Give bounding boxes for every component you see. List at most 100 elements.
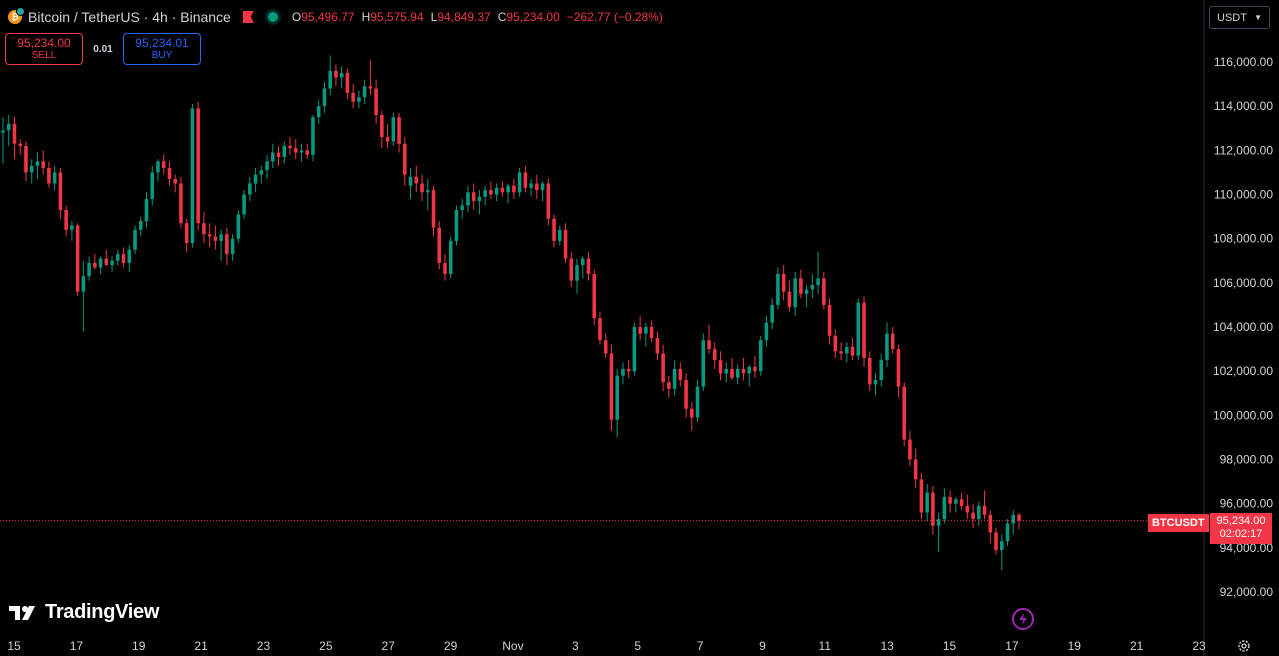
candle-body [87,262,91,277]
time-tick-label: 19 [132,639,146,653]
candle-body [52,172,57,184]
candle [184,218,189,252]
candle [374,79,378,124]
time-tick-label: 17 [70,639,84,653]
candle-body [535,183,539,191]
candle-body [701,340,706,387]
candle-body [58,172,63,210]
candle [586,251,591,281]
time-tick-label: 15 [943,639,957,653]
candle [919,472,924,520]
trade-panel: 95,234.00 SELL 0.01 95,234.01 BUY [5,33,201,65]
candles-layer [1,55,1021,570]
lightning-icon[interactable] [1012,608,1034,630]
candle-body [288,145,292,149]
candle [259,165,264,184]
candle [471,183,476,210]
candle-body [558,229,562,241]
candle [489,181,493,199]
candle [621,362,625,385]
sell-label: SELL [31,50,57,61]
candle-body [598,318,602,341]
candle [47,161,51,188]
candle [133,225,137,255]
candle-body [879,360,884,380]
candle [822,271,826,310]
candle-body [98,258,103,268]
candle [552,214,556,248]
price-axis[interactable]: 116,000.00 114,000.00 112,000.00 110,000.00… [1213,55,1273,599]
time-tick-label: 23 [1192,639,1206,653]
bar-countdown: 02:02:17 [1219,528,1263,540]
time-axis[interactable]: 15 17 19 21 23 25 27 29 Nov 3 5 7 9 11 13 15 17 19 21 23 [7,639,1206,653]
candle-body [925,492,929,513]
candle-body [856,302,861,356]
candle-body [253,174,258,184]
price-tick-label: 102,000.00 [1213,364,1273,378]
sell-price: 95,234.00 [17,36,71,50]
candle-body [305,150,310,155]
candle [603,333,608,358]
candle [161,154,166,175]
candle-body [580,258,585,266]
candle [357,90,361,109]
candle [483,185,487,206]
candle-body [460,205,464,210]
candle [913,448,918,489]
candle [569,251,574,288]
candle-body [867,357,872,385]
candle [213,225,218,250]
price-tick-label: 92,000.00 [1220,585,1274,599]
candle-body [833,335,838,352]
currency-selector[interactable]: USDT ▼ [1209,6,1270,29]
candle-body [747,366,751,374]
candle [345,68,350,100]
candle-body [213,236,218,241]
spread-value: 0.01 [93,43,113,55]
candle [787,280,792,312]
candle [718,351,723,380]
flag-icon[interactable] [242,11,254,23]
candle-body [489,190,493,195]
symbol-title[interactable]: Bitcoin / TetherUS · 4h · Binance [28,9,231,25]
candle [12,117,17,160]
open-value: 95,496.77 [301,10,355,24]
candle [219,229,223,261]
candle [902,382,906,447]
tradingview-logo[interactable]: TradingView [9,601,159,624]
candle [781,265,786,301]
candle-body [512,185,516,193]
candle [236,209,241,244]
candle-body [908,439,912,460]
candle-body [638,327,642,334]
chevron-down-icon: ▼ [1254,13,1262,22]
candle-body [799,278,803,294]
candle-body [890,333,895,350]
candle-body [626,368,631,372]
sell-button[interactable]: 95,234.00 SELL [5,33,83,65]
candle [994,527,998,555]
candle [672,360,677,396]
market-status-icon[interactable] [267,12,278,22]
price-tick-label: 104,000.00 [1213,320,1273,334]
candle [839,342,843,361]
candle [948,490,952,513]
candle [535,174,539,199]
candle [959,492,964,511]
candle [265,154,269,180]
candle [1000,534,1004,570]
candle-body [362,86,367,98]
buy-button[interactable]: 95,234.01 BUY [123,33,201,65]
gear-icon[interactable] [1237,639,1251,653]
candle [827,298,832,345]
candle-body [839,351,843,354]
candle [661,344,665,392]
candle [678,362,683,387]
candle [466,185,470,213]
open-label: O [291,10,302,24]
time-tick-label: 27 [382,639,396,653]
candle-body [552,218,556,241]
candle [127,245,132,272]
candle [638,315,642,341]
